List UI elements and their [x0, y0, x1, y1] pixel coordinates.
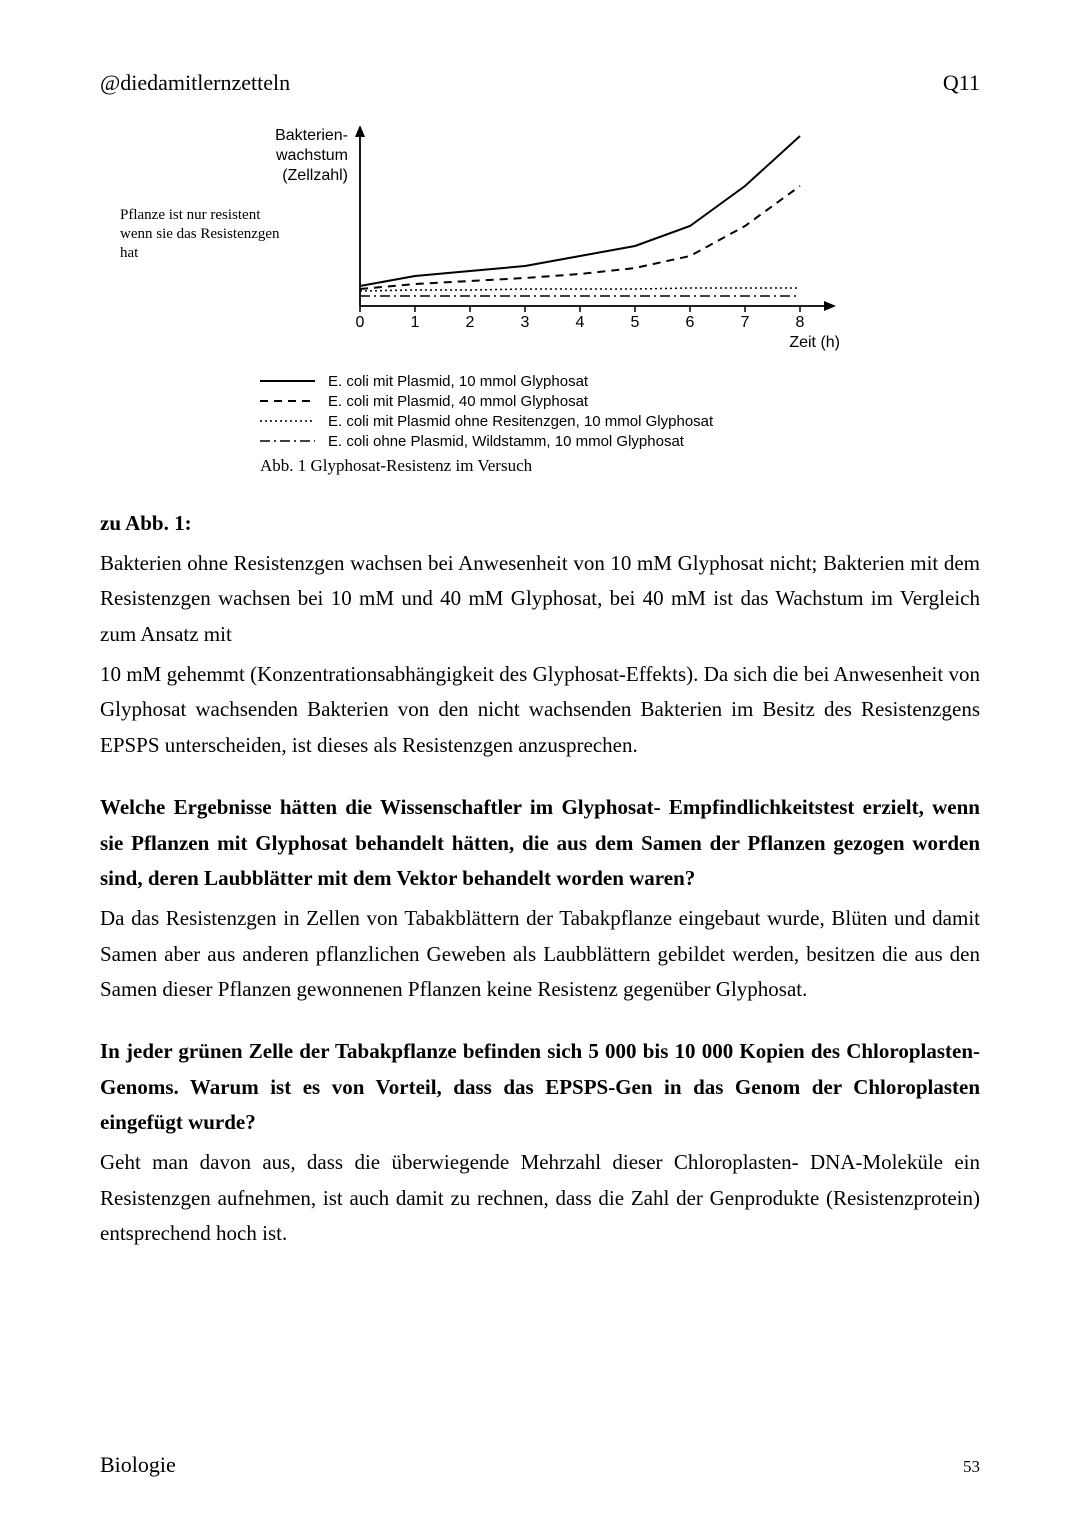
footer-page-number: 53	[963, 1457, 980, 1477]
x-tick: 8	[796, 314, 805, 332]
figure-caption: Abb. 1 Glyphosat-Resistenz im Versuch	[260, 456, 532, 476]
x-tick: 6	[686, 314, 695, 332]
header-right: Q11	[943, 70, 980, 96]
x-tick: 1	[411, 314, 420, 332]
chart-svg	[340, 126, 840, 326]
figure-side-note: Pflanze ist nur resistent wenn sie das R…	[120, 206, 290, 262]
page-footer: Biologie 53	[100, 1452, 980, 1478]
x-tick: 5	[631, 314, 640, 332]
x-tick: 3	[521, 314, 530, 332]
chart-legend: E. coli mit Plasmid, 10 mmol Glyphosat E.…	[260, 371, 713, 451]
legend-line-sample	[260, 414, 320, 428]
legend-row: E. coli mit Plasmid ohne Resitenzgen, 10…	[260, 411, 713, 431]
chart: 0 1 2 3 4 5 6 7 8 Zeit (h)	[340, 126, 840, 356]
answer-1: Da das Resistenzgen in Zellen von Tabakb…	[100, 901, 980, 1008]
x-tick: 0	[356, 314, 365, 332]
legend-label: E. coli mit Plasmid, 40 mmol Glyphosat	[328, 393, 588, 410]
legend-label: E. coli ohne Plasmid, Wildstamm, 10 mmol…	[328, 433, 684, 450]
question-1: Welche Ergebnisse hätten die Wissenschaf…	[100, 790, 980, 897]
header-left: @diedamitlernzetteln	[100, 70, 290, 96]
paragraph-1a: Bakterien ohne Resistenzgen wachsen bei …	[100, 546, 980, 653]
legend-row: E. coli ohne Plasmid, Wildstamm, 10 mmol…	[260, 431, 713, 451]
figure-1: Bakterien- wachstum (Zellzahl) Pflanze i…	[160, 126, 860, 476]
legend-line-sample	[260, 434, 320, 448]
legend-row: E. coli mit Plasmid, 40 mmol Glyphosat	[260, 391, 713, 411]
answer-2: Geht man davon aus, dass die überwiegend…	[100, 1145, 980, 1252]
heading-zu-abb-1: zu Abb. 1:	[100, 506, 980, 542]
paragraph-1b: 10 mM gehemmt (Konzentrationsabhängigkei…	[100, 657, 980, 764]
x-tick: 2	[466, 314, 475, 332]
footer-subject: Biologie	[100, 1452, 176, 1478]
legend-row: E. coli mit Plasmid, 10 mmol Glyphosat	[260, 371, 713, 391]
page-header: @diedamitlernzetteln Q11	[100, 70, 980, 96]
x-tick: 7	[741, 314, 750, 332]
legend-label: E. coli mit Plasmid ohne Resitenzgen, 10…	[328, 413, 713, 430]
legend-line-sample	[260, 394, 320, 408]
legend-line-sample	[260, 374, 320, 388]
question-2: In jeder grünen Zelle der Tabakpflanze b…	[100, 1034, 980, 1141]
y-axis-label: Bakterien- wachstum (Zellzahl)	[248, 126, 348, 186]
x-axis-label: Zeit (h)	[789, 334, 840, 352]
x-tick: 4	[576, 314, 585, 332]
legend-label: E. coli mit Plasmid, 10 mmol Glyphosat	[328, 373, 588, 390]
body: zu Abb. 1: Bakterien ohne Resistenzgen w…	[100, 506, 980, 1252]
